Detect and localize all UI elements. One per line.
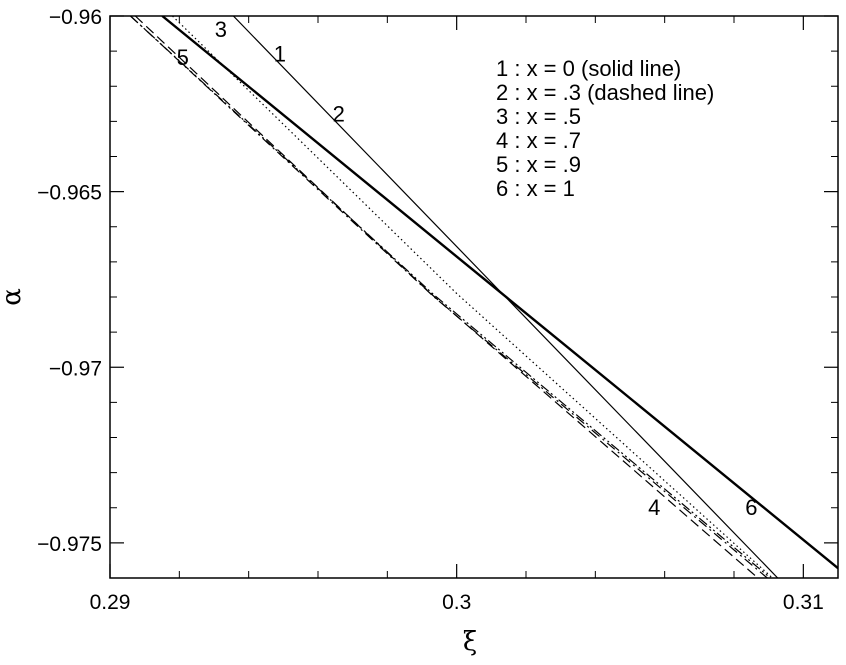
tick-labels: 0.29 0.3 0.31 −0.96 −0.965 −0.97 −0.975 (37, 6, 824, 614)
plot-area (110, 16, 838, 578)
y-tick-label: −0.965 (37, 182, 102, 205)
legend: 1 : x = 0 (solid line)2 : x = .3 (dashed… (496, 56, 714, 201)
y-tick-label: −0.96 (49, 6, 102, 29)
series-line-3 (171, 16, 773, 578)
curve-label-6: 6 (745, 495, 757, 520)
legend-entry: 5 : x = .9 (496, 152, 581, 177)
y-tick-label: −0.975 (37, 533, 102, 556)
series-line-5 (130, 16, 768, 578)
x-tick-label: 0.3 (442, 591, 471, 614)
curve-label-1: 1 (274, 42, 286, 67)
legend-entry: 4 : x = .7 (496, 128, 581, 153)
y-tick-label: −0.97 (49, 357, 102, 380)
x-axis-label: ξ (463, 627, 477, 657)
ticks (109, 15, 838, 579)
legend-entry: 6 : x = 1 (496, 176, 575, 201)
series-line-6 (161, 16, 838, 570)
curve-label-4: 4 (648, 495, 660, 520)
legend-entry: 3 : x = .5 (496, 104, 581, 129)
legend-entry: 2 : x = .3 (dashed line) (496, 80, 714, 105)
curve-label-2: 2 (333, 101, 345, 126)
curve-labels: 1 2 3 4 5 6 (177, 17, 758, 520)
curves (130, 16, 838, 578)
x-tick-label: 0.29 (90, 591, 131, 614)
x-tick-label: 0.31 (783, 591, 824, 614)
curve-label-5: 5 (177, 45, 189, 70)
series-line-4 (130, 16, 771, 578)
legend-entry: 1 : x = 0 (solid line) (496, 56, 681, 81)
curve-label-3: 3 (215, 17, 227, 42)
y-axis-label: α (0, 288, 27, 306)
